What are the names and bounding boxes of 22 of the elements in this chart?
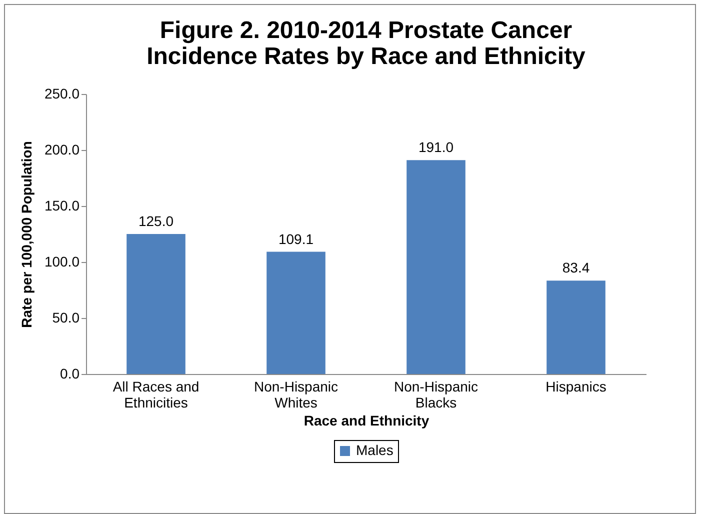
- legend-label: Males: [356, 442, 394, 458]
- x-tick-label: Non-Hispanic Whites: [254, 378, 338, 410]
- y-tick-label: 100.0: [44, 254, 80, 270]
- data-label: 83.4: [562, 260, 590, 276]
- bar: [406, 160, 466, 374]
- y-tick-label: 150.0: [44, 198, 80, 214]
- data-label: 191.0: [418, 139, 454, 156]
- bar: [546, 280, 606, 374]
- x-tick-label: Non-Hispanic Blacks: [394, 378, 478, 410]
- x-axis-title: Race and Ethnicity: [304, 412, 430, 428]
- data-label: 125.0: [138, 213, 174, 229]
- chart-title: Figure 2. 2010-2014 Prostate Cancer Incidence Rates by Race and Ethnicity: [146, 17, 586, 70]
- x-tick-label: Hispanics: [546, 378, 606, 394]
- y-axis-title: Rate per 100,000 Population: [18, 141, 34, 328]
- x-tick-label: All Races and Ethnicities: [112, 378, 200, 410]
- y-tick-label: 50.0: [52, 310, 80, 326]
- bar: [266, 252, 326, 374]
- y-tick-label: 200.0: [44, 142, 80, 158]
- y-tick-label: 0.0: [60, 366, 80, 382]
- data-label: 109.1: [278, 230, 314, 247]
- bar: [126, 234, 186, 374]
- y-tick-label: 250.0: [44, 86, 80, 102]
